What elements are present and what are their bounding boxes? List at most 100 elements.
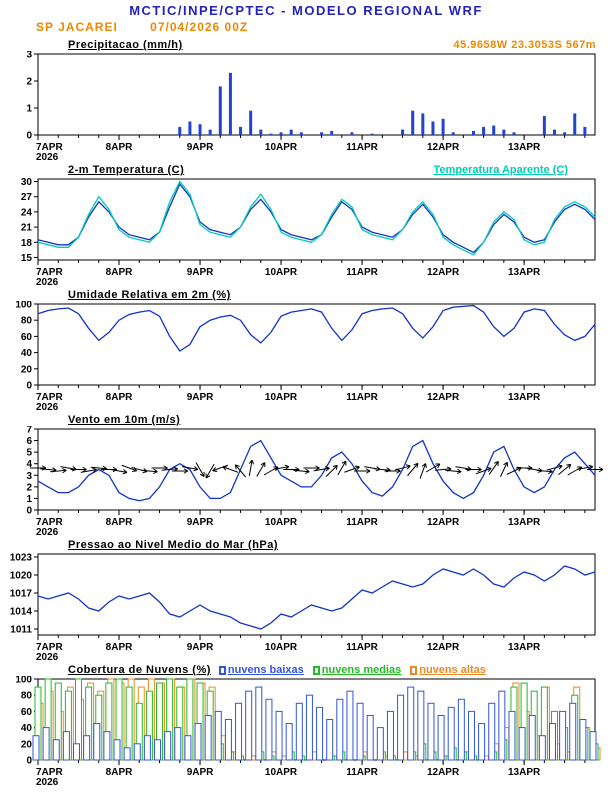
svg-text:1017: 1017: [10, 589, 33, 600]
svg-text:13APR: 13APR: [508, 642, 541, 653]
svg-text:2: 2: [26, 482, 32, 493]
svg-text:1014: 1014: [10, 607, 33, 618]
svg-text:12APR: 12APR: [427, 142, 460, 153]
svg-text:60: 60: [21, 707, 33, 718]
svg-text:80: 80: [21, 691, 33, 702]
svg-text:20: 20: [21, 739, 33, 750]
svg-text:6: 6: [26, 436, 32, 447]
svg-text:0: 0: [26, 506, 32, 517]
mid-clouds-swatch-icon: [312, 665, 320, 675]
svg-text:12APR: 12APR: [427, 517, 460, 528]
svg-text:9APR: 9APR: [187, 392, 214, 403]
panel-humidity: Umidade Relativa em 2m (%) 0 20 40 60 80 100 7…: [0, 286, 612, 411]
svg-text:8APR: 8APR: [106, 642, 133, 653]
panel-precipitation: Precipitacao (mm/h) 45.9658W 23.3053S 56…: [0, 36, 612, 161]
precipitation-title-row: Precipitacao (mm/h) 45.9658W 23.3053S 56…: [0, 36, 612, 51]
svg-text:9APR: 9APR: [187, 642, 214, 653]
svg-text:2026: 2026: [36, 402, 59, 411]
panel-pressure: Pressao ao Nivel Medio do Mar (hPa) 1011…: [0, 536, 612, 661]
panel-wind: Vento em 10m (m/s) 0 1 2 3 4 5 6 7 7APR 2026 8APR 9…: [0, 411, 612, 536]
svg-text:30: 30: [21, 177, 33, 188]
svg-text:0: 0: [26, 756, 32, 767]
cloud-legend: nuvens baixas nuvens medias nuvens altas: [218, 664, 486, 676]
panel-cloud-cover: Cobertura de Nuvens (%) nuvens baixas nu…: [0, 661, 612, 786]
station-name: SP JACAREI: [36, 20, 118, 34]
svg-text:7APR: 7APR: [36, 642, 63, 653]
svg-text:10APR: 10APR: [265, 142, 298, 153]
svg-text:12APR: 12APR: [427, 392, 460, 403]
svg-text:10APR: 10APR: [265, 267, 298, 278]
svg-text:24: 24: [21, 207, 33, 218]
svg-text:40: 40: [21, 348, 33, 359]
svg-text:1020: 1020: [10, 571, 33, 582]
svg-text:13APR: 13APR: [508, 517, 541, 528]
high-clouds-label: nuvens altas: [419, 664, 486, 676]
svg-text:11APR: 11APR: [346, 267, 378, 278]
legend-item-mid-clouds: nuvens medias: [312, 664, 402, 676]
svg-text:7APR: 7APR: [36, 767, 63, 778]
svg-text:8APR: 8APR: [106, 267, 133, 278]
svg-text:9APR: 9APR: [187, 517, 214, 528]
svg-text:3: 3: [26, 51, 32, 61]
svg-text:27: 27: [21, 192, 33, 203]
svg-text:12APR: 12APR: [427, 642, 460, 653]
svg-text:2: 2: [26, 77, 32, 88]
svg-text:40: 40: [21, 723, 33, 734]
pressure-title-row: Pressao ao Nivel Medio do Mar (hPa): [0, 536, 612, 551]
svg-text:2026: 2026: [36, 152, 59, 161]
humidity-title-row: Umidade Relativa em 2m (%): [0, 286, 612, 301]
svg-text:5: 5: [26, 448, 32, 459]
svg-text:1: 1: [26, 494, 32, 505]
svg-text:1023: 1023: [10, 553, 33, 564]
svg-text:10APR: 10APR: [265, 642, 298, 653]
svg-text:21: 21: [21, 223, 33, 234]
temperature-title: 2-m Temperatura (C): [68, 164, 185, 176]
svg-text:11APR: 11APR: [346, 392, 378, 403]
legend-item-low-clouds: nuvens baixas: [218, 664, 304, 676]
svg-text:8APR: 8APR: [106, 392, 133, 403]
svg-text:7APR: 7APR: [36, 267, 63, 278]
temperature-title-row: 2-m Temperatura (C) Temperatura Aparente…: [0, 161, 612, 176]
svg-text:11APR: 11APR: [346, 767, 378, 778]
svg-text:12APR: 12APR: [427, 767, 460, 778]
svg-text:11APR: 11APR: [346, 517, 378, 528]
run-datetime: 07/04/2026 00Z: [150, 20, 249, 34]
svg-text:15: 15: [21, 253, 33, 264]
svg-text:1: 1: [26, 104, 32, 115]
humidity-title: Umidade Relativa em 2m (%): [68, 289, 231, 301]
pressure-title: Pressao ao Nivel Medio do Mar (hPa): [68, 539, 279, 551]
svg-text:11APR: 11APR: [346, 642, 378, 653]
model-title: MCTIC/INPE/CPTEC - MODELO REGIONAL WRF: [129, 3, 483, 18]
svg-text:100: 100: [15, 301, 32, 311]
svg-text:7APR: 7APR: [36, 517, 63, 528]
svg-text:13APR: 13APR: [508, 767, 541, 778]
svg-text:7: 7: [26, 426, 32, 436]
high-clouds-swatch-icon: [410, 665, 418, 675]
apparent-temperature-label: Temperatura Aparente (C): [433, 164, 568, 176]
cloud-cover-title-row: Cobertura de Nuvens (%) nuvens baixas nu…: [0, 661, 612, 676]
svg-text:60: 60: [21, 332, 33, 343]
svg-text:2026: 2026: [36, 652, 59, 661]
svg-text:80: 80: [21, 316, 33, 327]
svg-text:2026: 2026: [36, 527, 59, 536]
svg-text:18: 18: [21, 238, 33, 249]
low-clouds-swatch-icon: [218, 665, 226, 675]
svg-text:8APR: 8APR: [106, 517, 133, 528]
svg-text:0: 0: [26, 131, 32, 142]
cloud-cover-title: Cobertura de Nuvens (%): [68, 664, 211, 676]
svg-text:1011: 1011: [10, 625, 32, 636]
svg-text:2026: 2026: [36, 777, 59, 786]
mid-clouds-label: nuvens medias: [321, 664, 402, 676]
wind-title: Vento em 10m (m/s): [68, 414, 181, 426]
svg-text:13APR: 13APR: [508, 142, 541, 153]
svg-text:10APR: 10APR: [265, 767, 298, 778]
svg-text:13APR: 13APR: [508, 267, 541, 278]
svg-text:11APR: 11APR: [346, 142, 378, 153]
svg-text:9APR: 9APR: [187, 767, 214, 778]
